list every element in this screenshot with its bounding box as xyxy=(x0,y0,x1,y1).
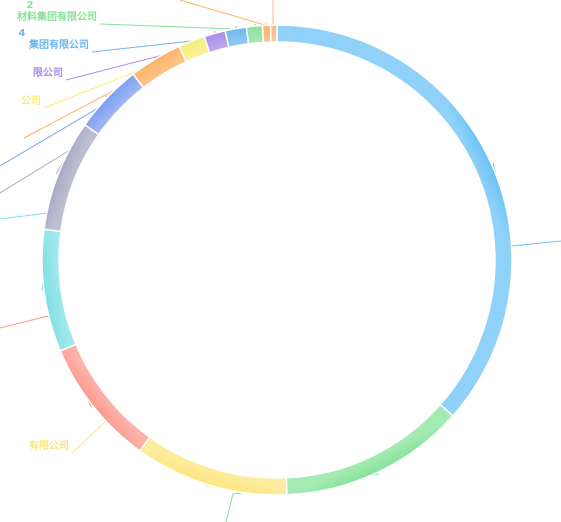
donut-slice-6[interactable] xyxy=(83,73,145,136)
slice-label-8: 公司 xyxy=(21,95,41,107)
slice-label-10: 集团有限公司 xyxy=(28,38,89,51)
donut-slice-5[interactable] xyxy=(43,123,100,233)
leader-line-12 xyxy=(179,0,270,27)
donut-slice-3[interactable] xyxy=(59,343,151,452)
slice-value-11: 2 xyxy=(27,0,34,11)
slice-label-11: 材料集团有限公司 xyxy=(17,10,97,23)
donut-slice-2[interactable] xyxy=(138,435,288,496)
donut-slice-12[interactable] xyxy=(261,24,272,44)
donut-slice-1[interactable] xyxy=(285,403,454,496)
donut-slice-13[interactable] xyxy=(269,24,278,43)
leader-line-4 xyxy=(0,212,49,292)
donut-slice-11[interactable] xyxy=(245,24,265,45)
donut-ring xyxy=(41,24,513,496)
slice-value-10: 4 xyxy=(19,28,26,39)
leader-line-13 xyxy=(272,0,275,26)
donut-slice-4[interactable] xyxy=(41,228,77,352)
donut-slice-0[interactable] xyxy=(276,24,513,417)
donut-slice-10[interactable] xyxy=(224,26,250,49)
slice-label-2: 有限公司 xyxy=(29,439,69,452)
donut-slice-7[interactable] xyxy=(132,45,188,89)
slice-label-9: 限公司 xyxy=(33,67,63,79)
